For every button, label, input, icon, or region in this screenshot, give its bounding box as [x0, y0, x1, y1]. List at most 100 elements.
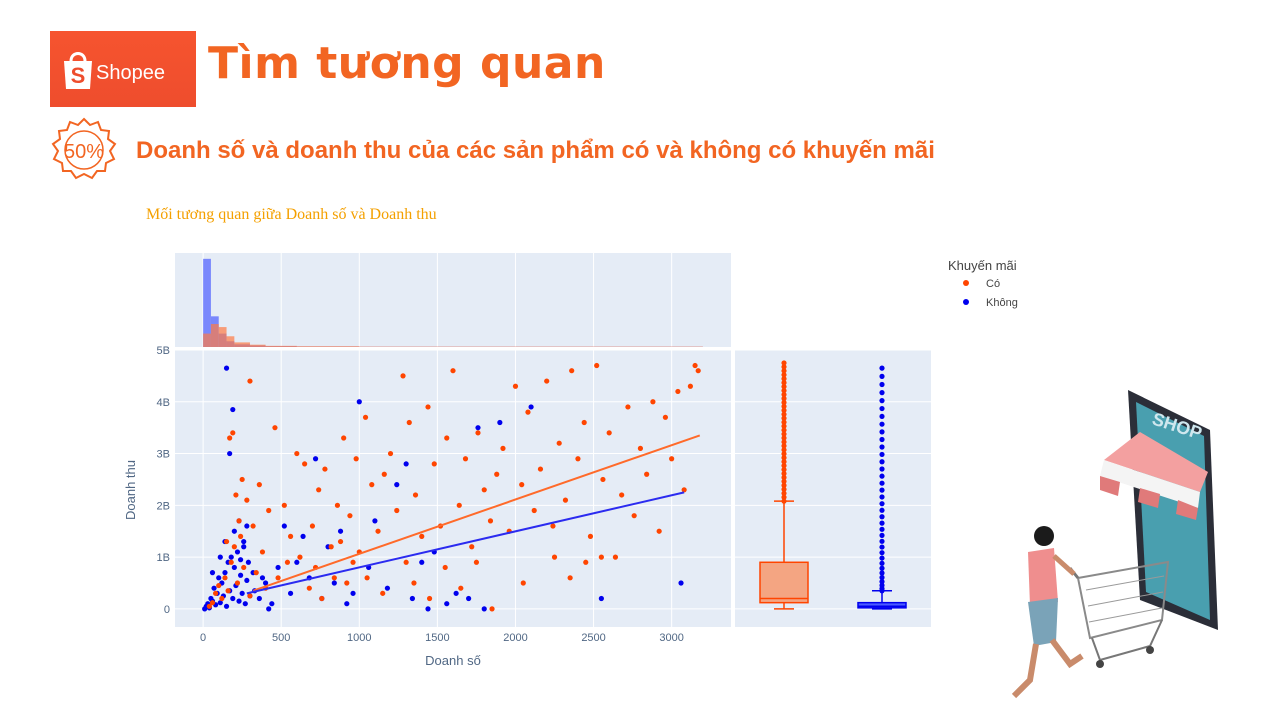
box-outlier	[879, 579, 885, 585]
scatter-point-khong	[294, 559, 300, 565]
scatter-point-co	[675, 388, 681, 395]
histogram-bar-khong	[203, 258, 211, 347]
scatter-point-co	[419, 533, 425, 539]
box-outlier	[781, 463, 787, 469]
scatter-point-khong	[409, 595, 415, 602]
scatter-point-co	[644, 471, 650, 477]
scatter-point-co	[219, 595, 225, 602]
scatter-point-co	[247, 593, 253, 599]
histogram-bar-co	[234, 342, 250, 347]
scatter-point-khong	[598, 595, 604, 602]
scatter-point-khong	[337, 528, 344, 534]
scatter-point-co	[612, 554, 619, 560]
scatter-point-co	[567, 575, 573, 581]
histogram-bar-co	[226, 336, 235, 347]
trendline-khong	[246, 491, 685, 595]
box-outlier	[879, 532, 885, 538]
scatter-point-co	[364, 575, 370, 581]
scatter-point-co	[256, 482, 262, 488]
box-outlier	[879, 526, 885, 532]
legend-item-co[interactable]: Có	[963, 278, 1000, 290]
scatter-point-co	[594, 362, 600, 369]
y-tick-label: 0	[164, 604, 170, 616]
scatter-point-co	[284, 559, 291, 565]
box-outlier	[781, 364, 787, 370]
box-outlier	[781, 498, 787, 504]
scatter-point-co	[230, 430, 236, 436]
shopping-illustration: SHOP	[1011, 390, 1218, 699]
scatter-point-co	[425, 404, 431, 410]
y-axis-label: Doanh thu	[123, 460, 138, 520]
scatter-point-co	[328, 544, 334, 550]
box-outlier	[879, 555, 885, 561]
scatter-point-co	[316, 487, 322, 493]
box-outlier	[879, 565, 885, 571]
box-outlier	[879, 429, 885, 435]
box-outlier	[781, 455, 787, 461]
cart-illustration	[1068, 560, 1170, 668]
legend-label-khong: Không	[986, 297, 1018, 309]
scatter-point-khong	[419, 559, 425, 565]
phone-storefront-illustration: SHOP	[1100, 390, 1218, 630]
scatter-point-co	[253, 570, 259, 576]
scatter-point-co	[473, 559, 480, 565]
scatter-panel	[175, 350, 731, 627]
histogram-bar-co	[249, 344, 266, 347]
scatter-point-khong	[256, 595, 262, 602]
scatter-point-khong	[300, 533, 306, 539]
page-title: Tìm tương quan	[208, 38, 606, 89]
scatter-point-khong	[475, 425, 481, 431]
box-outlier	[781, 360, 787, 366]
scatter-point-co	[272, 425, 278, 431]
scatter-point-co	[412, 492, 419, 498]
scatter-point-khong	[231, 528, 237, 534]
box-outlier	[879, 398, 885, 404]
scatter-point-co	[387, 450, 394, 457]
histogram-bar-co	[296, 346, 360, 347]
scatter-point-khong	[528, 404, 534, 410]
scatter-point-co	[426, 595, 433, 602]
scatter-point-co	[569, 368, 575, 374]
scatter-point-khong	[281, 523, 287, 529]
box-outlier	[879, 560, 885, 566]
scatter-point-co	[206, 603, 212, 609]
scatter-point-co	[662, 414, 669, 420]
scatter-point-co	[216, 582, 222, 589]
legend-marker-co	[963, 280, 969, 286]
scatter-point-co	[500, 445, 506, 451]
box-outlier	[781, 376, 787, 382]
scatter-point-co	[381, 471, 387, 477]
scatter-point-khong	[344, 601, 350, 607]
scatter-point-co	[287, 533, 294, 539]
scatter-point-khong	[444, 601, 450, 607]
scatter-point-co	[625, 404, 631, 410]
scatter-point-co	[275, 575, 281, 581]
box-outlier	[879, 570, 885, 576]
scatter-point-co	[353, 456, 359, 462]
box-outlier	[781, 415, 787, 421]
scatter-point-khong	[331, 580, 337, 586]
y-tick-label: 4B	[157, 397, 170, 409]
box-outlier	[781, 384, 787, 390]
legend-title: Khuyến mãi	[948, 258, 1017, 273]
scatter-point-co	[247, 378, 253, 384]
scatter-point-co	[581, 419, 587, 426]
scatter-point-co	[209, 600, 216, 606]
shopping-bag-icon: S	[64, 52, 92, 89]
scatter-point-co	[213, 590, 219, 596]
scatter-point-co	[244, 497, 250, 503]
scatter-point-co	[347, 513, 353, 519]
scatter-point-co	[520, 580, 526, 586]
box-outlier	[781, 427, 787, 433]
scatter-point-khong	[259, 575, 266, 581]
y-tick-label: 5B	[157, 345, 170, 357]
box-outlier	[879, 381, 885, 388]
box-outlier	[879, 507, 885, 513]
scatter-point-khong	[287, 590, 294, 596]
scatter-point-co	[403, 559, 409, 565]
scatter-point-co	[606, 430, 612, 436]
scatter-point-co	[512, 383, 519, 389]
scatter-point-co	[406, 419, 412, 426]
box-iqr	[759, 561, 809, 604]
legend-item-khong[interactable]: Không	[963, 297, 1018, 309]
